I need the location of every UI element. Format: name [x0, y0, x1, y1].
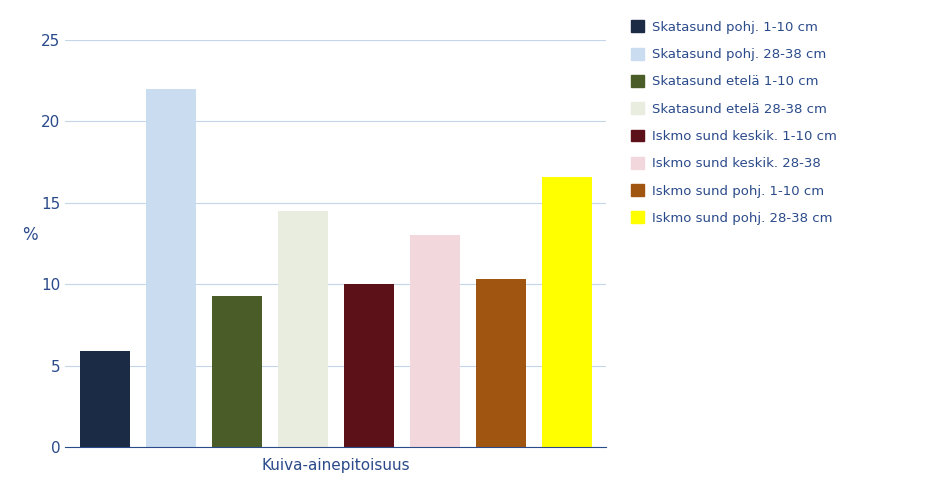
Bar — [344, 284, 394, 447]
Bar — [146, 88, 196, 447]
Bar — [476, 279, 525, 447]
Bar — [212, 296, 261, 447]
Y-axis label: %: % — [22, 226, 38, 244]
Bar — [542, 177, 592, 447]
X-axis label: Kuiva-ainepitoisuus: Kuiva-ainepitoisuus — [261, 458, 411, 474]
Bar — [80, 351, 130, 447]
Legend: Skatasund pohj. 1-10 cm, Skatasund pohj. 28-38 cm, Skatasund etelä 1-10 cm, Skat: Skatasund pohj. 1-10 cm, Skatasund pohj.… — [627, 16, 841, 229]
Bar — [411, 236, 460, 447]
Bar — [278, 211, 327, 447]
